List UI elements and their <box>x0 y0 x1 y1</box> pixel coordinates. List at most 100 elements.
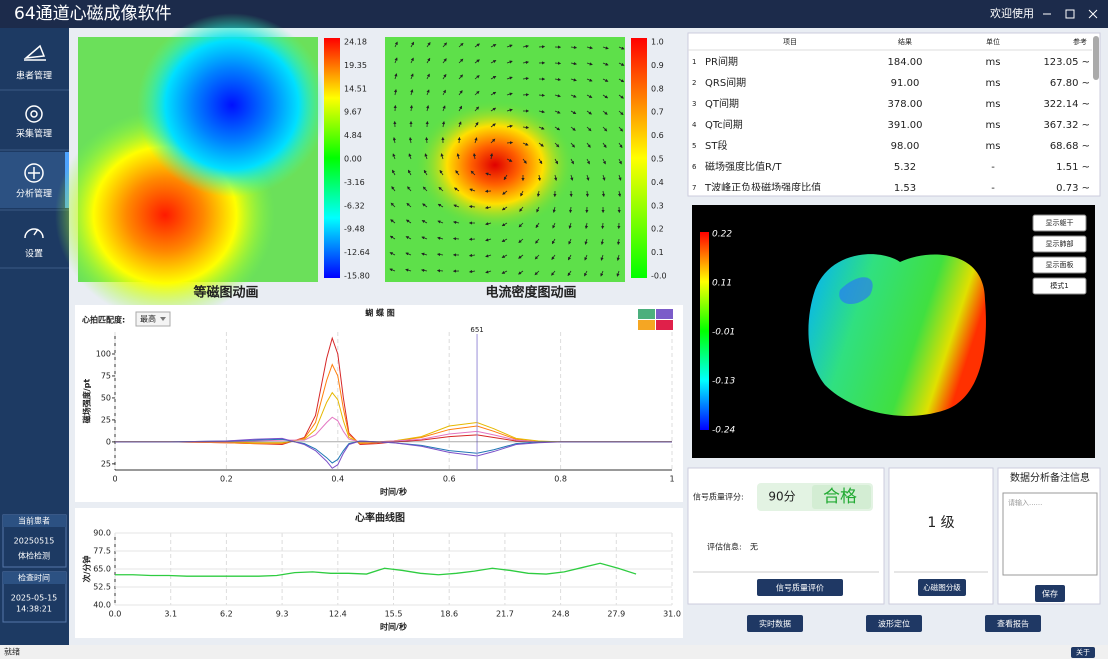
x-tick-label: 6.2 <box>220 610 233 619</box>
x-axis-label: 时间/秒 <box>380 622 407 632</box>
table-cell: 6 <box>692 163 697 171</box>
table-cell: 91.00 <box>891 78 920 89</box>
colorbar-label: 0.5 <box>651 155 664 164</box>
table-header: 参考 <box>1073 37 1087 46</box>
colorbar-label: 0.7 <box>651 108 664 117</box>
x-tick-label: 27.9 <box>607 610 625 619</box>
x-tick-label: 9.3 <box>276 610 289 619</box>
table-cell: QTc间期 <box>705 118 743 131</box>
colorbar <box>324 38 340 278</box>
butterfly-panel <box>75 305 683 502</box>
quality-verdict: 合格 <box>823 487 857 507</box>
y-tick-label: 25 <box>101 415 111 424</box>
status-bar <box>0 645 1108 659</box>
quality-button-label: 信号质量评价 <box>776 583 824 593</box>
y-tick-label: 75 <box>101 371 111 380</box>
colorbar-label: 9.67 <box>344 108 362 117</box>
arrow <box>454 238 459 239</box>
table-header: 项目 <box>783 38 797 46</box>
patient-label: 当前患者 <box>18 516 50 526</box>
quality-score: 90分 <box>768 490 795 504</box>
table-cell: 98.00 <box>891 141 920 152</box>
x-tick-label: 3.1 <box>164 610 177 619</box>
y-tick-label: 52.5 <box>93 583 111 592</box>
table-cell: QT间期 <box>705 97 739 110</box>
table-cell: 5.32 <box>894 162 916 173</box>
nav-item[interactable]: 采集管理 <box>16 128 52 140</box>
notes-placeholder: 请输入...... <box>1008 498 1042 507</box>
colorbar-label: 19.35 <box>344 61 367 70</box>
action-button-label: 波形定位 <box>878 619 910 629</box>
table-cell: PR间期 <box>705 55 738 68</box>
nav-item[interactable]: 分析管理 <box>16 188 52 200</box>
y-tick-label: 50 <box>101 393 111 402</box>
table-header: 单位 <box>986 37 1000 46</box>
arrow <box>602 223 603 228</box>
colorbar-label: -6.32 <box>344 201 365 210</box>
action-bar: 实时数据波形定位查看报告 <box>747 615 1041 632</box>
info-label: 评估信息: <box>707 542 742 552</box>
notes-title: 数据分析备注信息 <box>1010 471 1090 484</box>
colorbar-label: 0.6 <box>651 131 664 140</box>
table-cell: - <box>991 162 995 173</box>
table-cell: 68.68 ~ <box>1050 141 1090 152</box>
patient-type: 体检检测 <box>18 551 50 561</box>
y-axis-label: 磁场强度/pt <box>82 379 92 424</box>
butterfly-title: 蝴 蝶 图 <box>365 308 395 318</box>
table-cell: 7 <box>692 184 696 192</box>
y-tick-label: 25 <box>101 459 111 468</box>
x-tick-label: 0.0 <box>109 610 122 619</box>
map-negative <box>137 13 327 197</box>
match-value: 最高 <box>140 314 156 324</box>
colorbar-label: 4.84 <box>344 131 362 140</box>
colorbar-label: 0.1 <box>651 248 664 257</box>
arrow <box>507 142 512 143</box>
view-button-label: 显示肺部 <box>1046 239 1074 248</box>
app-title: 64通道心磁成像软件 <box>14 4 172 24</box>
grade-value: 1 级 <box>927 515 954 531</box>
current-hotspot <box>415 100 575 230</box>
colorbar-label: -0.24 <box>712 426 736 436</box>
colorbar-label: -0.01 <box>712 328 735 338</box>
x-tick-label: 12.4 <box>329 610 347 619</box>
colorbar-label: 0.8 <box>651 84 664 93</box>
table-cell: 184.00 <box>888 57 923 68</box>
match-label: 心拍匹配度: <box>82 315 125 325</box>
y-tick-label: 100 <box>96 349 111 358</box>
table-cell: ST段 <box>705 139 727 152</box>
table-cell: 378.00 <box>888 99 923 110</box>
nav-item[interactable]: 设置 <box>25 249 43 260</box>
y-axis-label: 次/分钟 <box>82 556 92 583</box>
colorbar-label: 14.51 <box>344 84 367 93</box>
map-caption: 电流密度图动画 <box>485 285 576 301</box>
view-button-label: 显示面板 <box>1046 260 1074 269</box>
quality-label: 信号质量评分: <box>693 492 744 502</box>
nav-item[interactable]: 患者管理 <box>16 70 52 82</box>
colorbar-label: 0.22 <box>712 230 732 240</box>
view-button-label: 显示躯干 <box>1046 218 1074 227</box>
table-cell: ms <box>986 120 1001 131</box>
table-cell: 367.32 ~ <box>1043 120 1090 131</box>
table-cell: 1.51 ~ <box>1056 162 1090 173</box>
table-cell: ms <box>986 78 1001 89</box>
colorbar-label: -3.16 <box>344 178 365 187</box>
exam-time: 14:38:21 <box>16 605 52 614</box>
x-tick-label: 0.8 <box>554 475 567 484</box>
table-cell: ms <box>986 57 1001 68</box>
y-tick-label: 40.0 <box>93 601 111 610</box>
table-cell: ms <box>986 99 1001 110</box>
info-value: 无 <box>750 543 758 552</box>
colorbar-label: 24.18 <box>344 38 367 47</box>
y-tick-label: 77.5 <box>93 547 111 556</box>
x-tick-label: 21.7 <box>496 610 514 619</box>
x-tick-label: 15.5 <box>385 610 403 619</box>
heart-model <box>808 254 986 416</box>
table-cell: 5 <box>692 142 696 150</box>
scrollbar[interactable] <box>1093 36 1099 80</box>
heart-rate-title: 心率曲线图 <box>355 511 405 524</box>
x-tick-label: 0.2 <box>220 475 233 484</box>
table-cell: ms <box>986 141 1001 152</box>
y-tick-label: 90.0 <box>93 529 111 538</box>
about-label: 关于 <box>1076 648 1090 657</box>
